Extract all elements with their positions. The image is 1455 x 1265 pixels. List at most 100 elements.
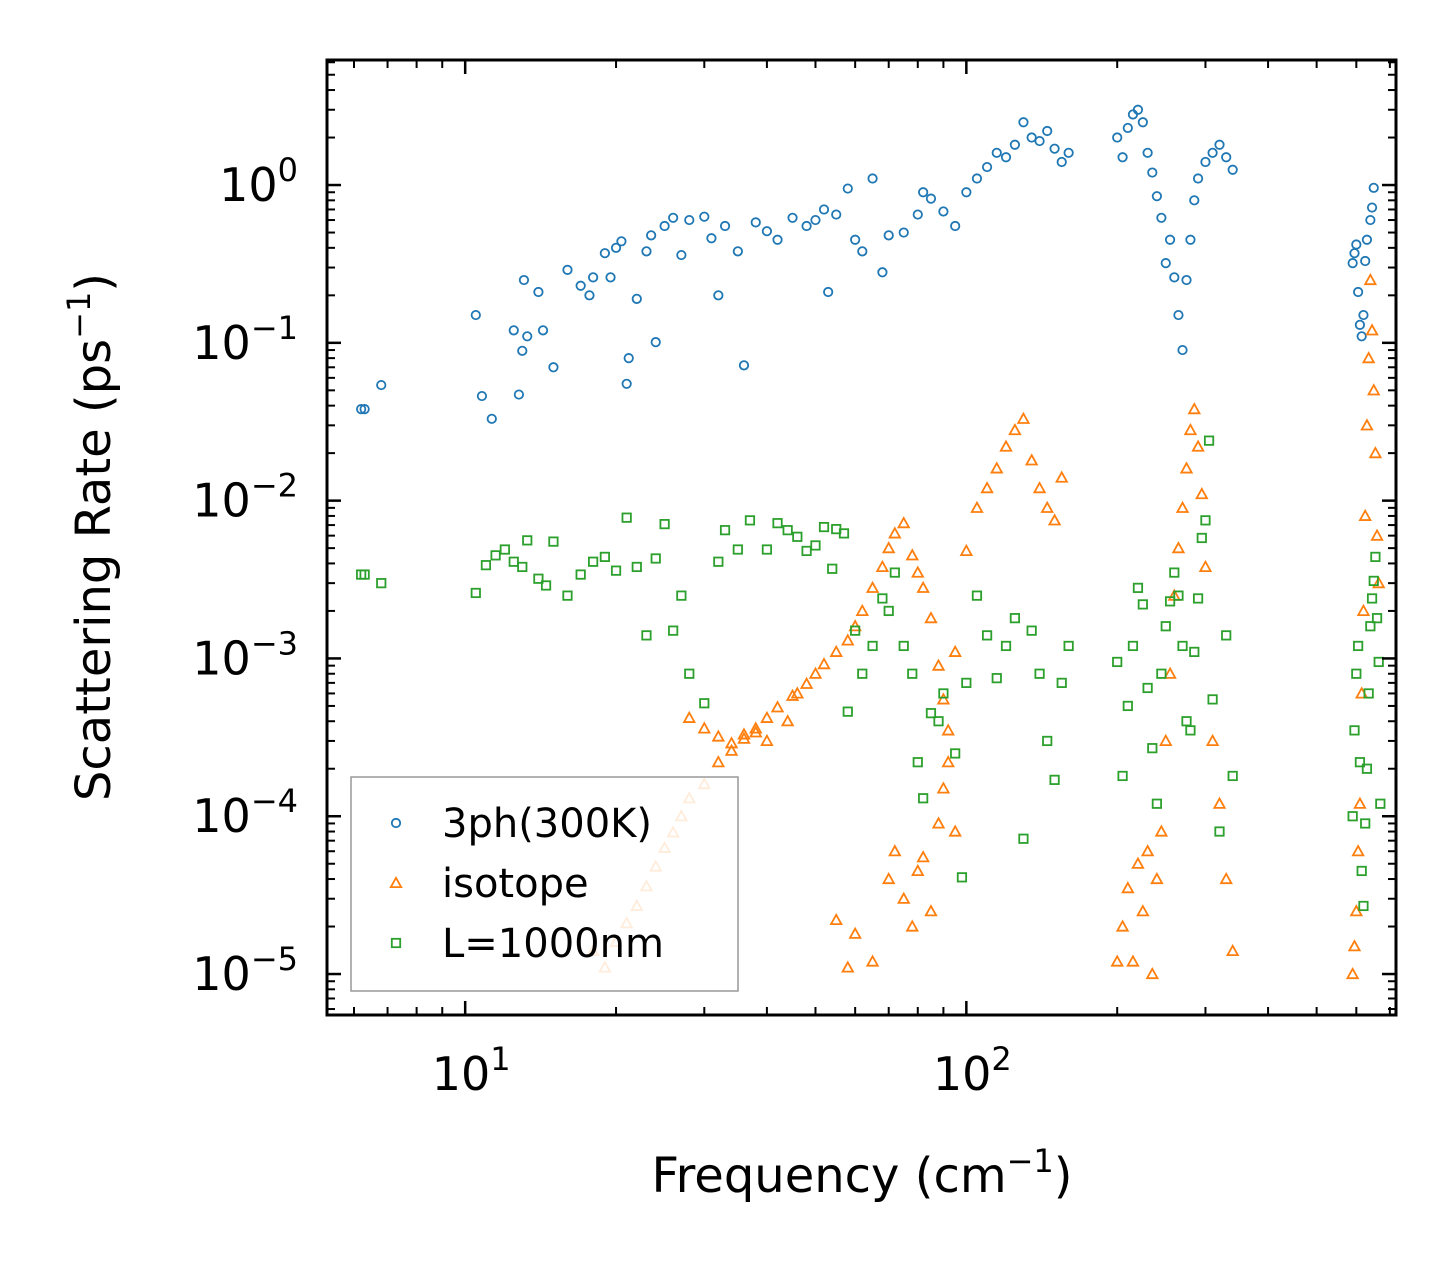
data-point <box>925 708 937 719</box>
data-point <box>818 204 830 215</box>
data-point <box>1356 603 1371 616</box>
data-point <box>1185 725 1196 736</box>
data-point <box>865 954 880 967</box>
data-point <box>801 545 812 557</box>
data-point <box>918 187 929 198</box>
data-point <box>1177 344 1188 356</box>
data-point <box>1140 844 1155 857</box>
data-point <box>772 518 783 529</box>
data-point <box>1356 865 1367 877</box>
data-point <box>918 793 929 804</box>
data-point <box>668 625 679 636</box>
data-point <box>911 863 925 877</box>
data-point <box>941 723 955 736</box>
data-point <box>857 668 868 679</box>
data-point <box>533 286 544 298</box>
data-point <box>1063 147 1074 158</box>
data-point <box>883 605 894 617</box>
data-point <box>646 230 657 241</box>
data-point <box>818 521 830 533</box>
data-point <box>508 325 519 336</box>
data-point <box>916 850 930 863</box>
data-point <box>1353 796 1367 809</box>
data-point <box>1189 646 1200 658</box>
data-point <box>359 569 370 580</box>
data-point <box>1370 528 1384 541</box>
data-point <box>1122 122 1133 134</box>
data-point <box>1042 125 1053 137</box>
data-point <box>1360 418 1374 431</box>
legend-marker <box>389 875 403 889</box>
x-axis-label: Frequency (cm−1) <box>651 1142 1072 1204</box>
data-point <box>790 686 805 699</box>
data-point <box>676 249 687 261</box>
data-point <box>699 211 710 222</box>
data-point <box>616 236 627 247</box>
data-point <box>621 378 632 389</box>
data-point <box>1212 796 1227 809</box>
data-point <box>1356 331 1367 342</box>
data-point <box>599 248 610 259</box>
data-point <box>1221 152 1232 163</box>
data-point <box>1361 234 1373 245</box>
data-point <box>1368 446 1383 459</box>
data-point <box>1353 286 1364 298</box>
data-point <box>1137 599 1148 610</box>
data-point <box>1115 919 1130 932</box>
y-tick-label: 10−2 <box>192 467 298 528</box>
legend-marker <box>390 937 402 949</box>
data-point <box>719 220 731 232</box>
data-point <box>588 556 599 567</box>
data-point <box>376 578 387 589</box>
data-point <box>1365 621 1376 632</box>
data-point <box>761 544 773 555</box>
x-tick-label: 101 <box>432 1040 511 1101</box>
data-point <box>1056 156 1067 168</box>
data-point <box>961 677 972 688</box>
data-point <box>749 725 763 738</box>
data-point <box>1151 798 1162 809</box>
data-point <box>738 360 750 371</box>
data-point <box>684 668 695 679</box>
data-point <box>650 337 661 348</box>
data-point <box>877 267 888 278</box>
data-point <box>1371 576 1386 589</box>
legend-label: 3ph(300K) <box>442 801 652 847</box>
data-point <box>829 912 843 926</box>
data-point <box>1363 272 1378 286</box>
data-point <box>924 611 938 624</box>
data-point <box>1177 640 1188 652</box>
data-point <box>959 543 974 556</box>
data-point <box>810 214 821 226</box>
data-point <box>857 246 868 257</box>
data-point <box>533 573 544 584</box>
data-point <box>1145 966 1160 980</box>
data-point <box>905 919 919 932</box>
data-point <box>1351 844 1365 857</box>
data-point <box>1034 135 1045 147</box>
data-point <box>780 714 795 727</box>
data-point <box>480 560 492 571</box>
series-square-points <box>356 435 1386 912</box>
data-point <box>1122 700 1133 712</box>
data-point <box>1214 139 1225 150</box>
data-point <box>936 692 951 705</box>
data-point <box>659 220 670 232</box>
data-point <box>697 721 712 734</box>
data-point <box>792 531 803 542</box>
data-point <box>990 461 1004 474</box>
data-point <box>850 625 861 636</box>
data-point <box>1179 461 1194 474</box>
data-point <box>841 960 855 973</box>
data-point <box>684 214 695 226</box>
data-point <box>1117 770 1128 782</box>
y-tick-labels: 100 10−1 10−2 10−3 10−4 10−5 <box>192 151 298 1001</box>
data-point <box>1000 152 1012 163</box>
data-point <box>948 644 962 657</box>
data-point <box>1203 435 1215 446</box>
data-point <box>641 630 652 641</box>
data-point <box>1200 156 1211 168</box>
data-point <box>810 540 821 551</box>
data-point <box>938 206 949 217</box>
plot-frame <box>325 58 1398 1017</box>
